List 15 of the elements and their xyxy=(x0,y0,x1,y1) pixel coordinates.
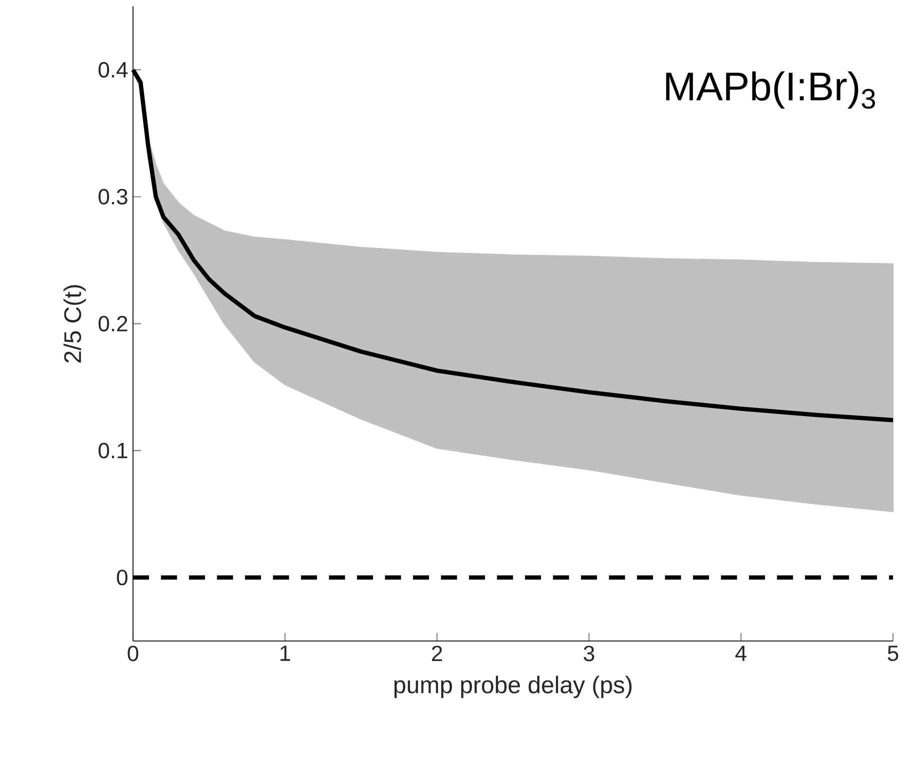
y-tick-label: 0.4 xyxy=(98,62,128,78)
x-tick-label: 4 xyxy=(735,646,746,661)
y-tick-label: 0.3 xyxy=(98,188,128,205)
annotation: MAPb(I:Br)$_{3}$ xyxy=(666,71,875,109)
line-series xyxy=(130,68,896,422)
x-axis-title: pump probe delay (ps) xyxy=(394,676,632,698)
x-tick-label: 5 xyxy=(888,646,898,662)
x-tick-label: 0 xyxy=(128,646,138,662)
x-tick-label: 1 xyxy=(280,646,290,661)
x-tick-label: 2 xyxy=(432,646,442,662)
x-tick-label: 3 xyxy=(584,646,594,662)
y-axis-title: 2/5 C(t) xyxy=(64,285,86,362)
y-tick-label: 0.2 xyxy=(98,316,128,332)
y-tick-label: 0.1 xyxy=(98,442,128,458)
y-tick-label: 0 xyxy=(116,570,128,586)
